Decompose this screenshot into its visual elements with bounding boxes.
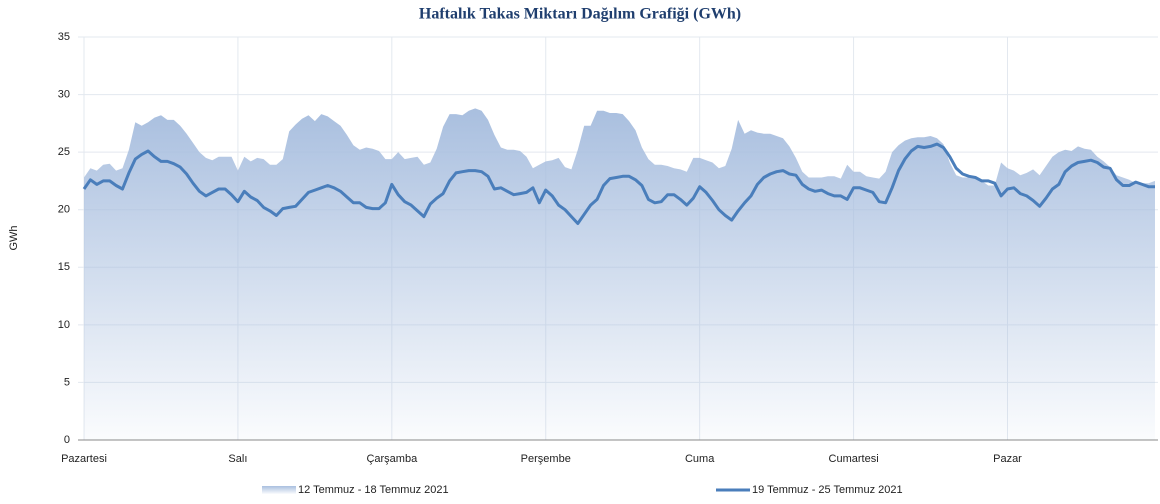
line: [82, 142, 1155, 225]
y-tick-label: 15: [58, 261, 70, 273]
legend-swatch: [262, 486, 296, 494]
legend-label: 19 Temmuz - 25 Temmuz 2021: [752, 484, 903, 496]
area: [84, 108, 1155, 441]
y-tick-label: 35: [58, 31, 70, 43]
x-tick-label: Pazar: [993, 453, 1022, 465]
x-tick-label: Cumartesi: [829, 453, 879, 465]
x-tick-label: Cuma: [685, 453, 715, 465]
y-axis-label: GWh: [8, 225, 20, 250]
y-tick-label: 30: [58, 88, 70, 100]
x-tick-label: Çarşamba: [366, 453, 418, 465]
y-tick-label: 10: [58, 319, 70, 331]
y-tick-label: 25: [58, 146, 70, 158]
y-tick-label: 0: [64, 434, 70, 446]
x-tick-label: Salı: [228, 453, 247, 465]
x-tick-label: Pazartesi: [61, 453, 107, 465]
y-tick-label: 20: [58, 204, 70, 216]
chart-title: Haftalık Takas Miktarı Dağılım Grafiği (…: [419, 6, 741, 23]
x-tick-label: Perşembe: [521, 453, 571, 465]
legend-label: 12 Temmuz - 18 Temmuz 2021: [298, 484, 449, 496]
y-tick-label: 5: [64, 376, 70, 388]
